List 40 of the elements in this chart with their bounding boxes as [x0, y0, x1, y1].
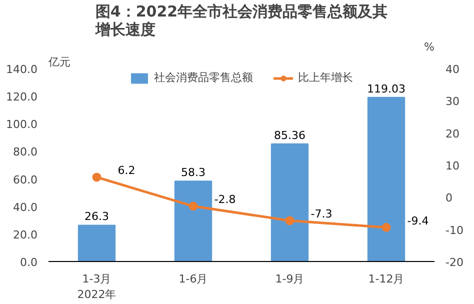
bar [78, 224, 116, 262]
point [188, 202, 198, 211]
data-label: 119.03 [367, 82, 406, 96]
bar [174, 180, 212, 262]
y-tick-label: 20.0 [13, 228, 38, 242]
x-tick-label: 1-3月 2022年 [77, 272, 116, 302]
data-label: 58.3 [181, 166, 206, 180]
y2-axis-title: % [424, 40, 434, 54]
y-tick-label: 80.0 [13, 146, 38, 159]
y-tick-label: 0.0 [20, 256, 38, 269]
data-label: 26.3 [84, 210, 110, 224]
data-label: 6.2 [118, 164, 136, 178]
legend-label: 社会消费品零售总额 [154, 70, 253, 85]
point [92, 172, 102, 182]
y-tick-label: 120.0 [6, 90, 38, 104]
y2-tick-label: -10 [446, 224, 464, 237]
y2-tick-label: -20 [446, 256, 464, 269]
x-tick-label: 1-6月 [178, 272, 208, 286]
y2-tick-label: 10 [446, 160, 460, 172]
point [285, 216, 294, 226]
legend-label: 比上年增长 [298, 70, 353, 85]
point [382, 222, 391, 232]
y-tick-label: 140.0 [6, 63, 38, 76]
data-label: -9.4 [407, 214, 429, 228]
data-label: -2.8 [214, 193, 236, 206]
data-label: -7.3 [310, 208, 332, 221]
y-axis-title: 亿元 [48, 56, 70, 68]
bar [270, 143, 309, 262]
y2-tick-label: 30 [446, 95, 460, 108]
chart-title: 图4：2022年全市社会消费品零售总额及其增长速度 [94, 2, 388, 38]
y-tick-label: 100.0 [6, 118, 38, 132]
y2-tick-label: 20 [446, 127, 460, 140]
x-tick-label: 1-12月 [368, 272, 404, 286]
data-label: 85.36 [274, 128, 306, 142]
x-tick-label: 1-9月 [275, 272, 304, 286]
bar [367, 96, 406, 262]
y2-tick-label: 0 [446, 192, 452, 205]
y-tick-label: 60.0 [13, 173, 38, 186]
y2-tick-label: 40 [446, 63, 460, 76]
y-tick-label: 40.0 [13, 200, 38, 214]
